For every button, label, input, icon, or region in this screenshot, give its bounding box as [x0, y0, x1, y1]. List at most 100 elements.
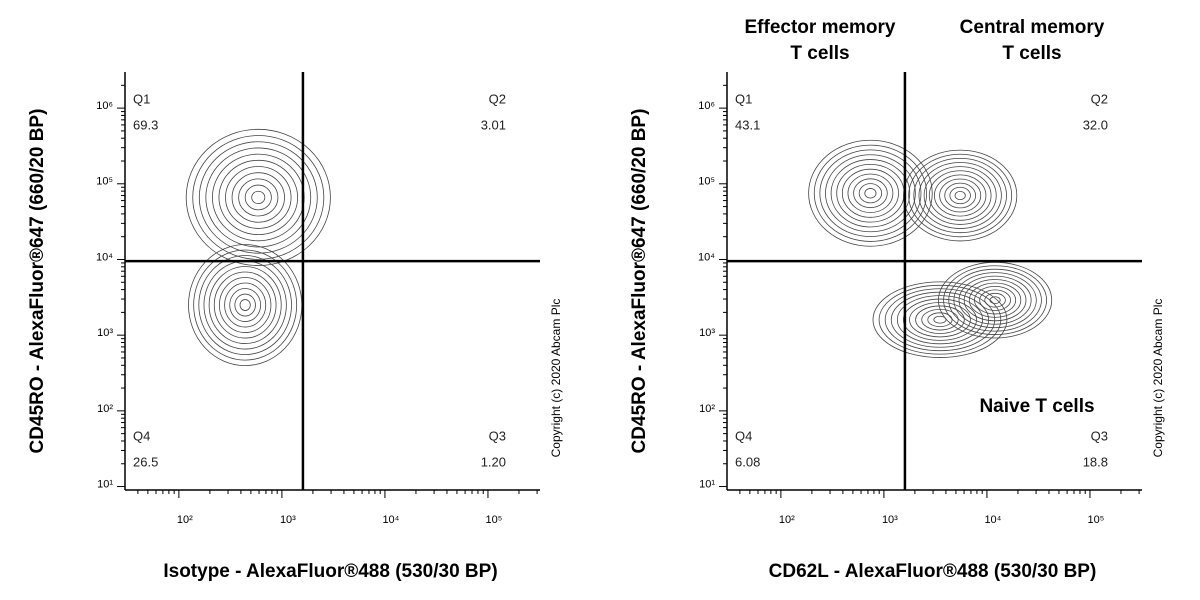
contour-line: [884, 288, 996, 352]
contour-line: [251, 190, 266, 205]
contour-line: [819, 149, 922, 237]
x-axis-label: Isotype - AlexaFluor®488 (530/30 BP): [163, 561, 497, 582]
contour-line: [944, 182, 977, 209]
y-axis-label: CD45RO - AlexaFluor®647 (660/20 BP): [27, 109, 48, 454]
quadrant-name: Q2: [489, 91, 506, 106]
quadrant-name: Q4: [735, 428, 752, 443]
contour-line: [234, 293, 256, 317]
contour-line: [933, 315, 947, 324]
contour-line: [830, 159, 911, 228]
contour-line: [958, 275, 1032, 325]
x-tick-label: 10⁴: [984, 514, 1001, 526]
x-axis-label: CD62L - AlexaFluor®488 (530/30 BP): [769, 561, 1097, 582]
x-tick-label: 10⁵: [1088, 514, 1105, 526]
contour-line: [229, 288, 262, 322]
y-tick-label: 10⁵: [96, 176, 113, 188]
x-tick-label: 10⁴: [382, 514, 399, 526]
contour-line: [872, 281, 1008, 358]
contour-line: [836, 163, 905, 223]
contour-line: [205, 147, 312, 248]
quadrant-name: Q1: [133, 91, 150, 106]
quadrant-value: 43.1: [735, 117, 760, 132]
y-tick-label: 10²: [97, 403, 113, 415]
quadrant-value: 3.01: [481, 117, 506, 132]
y-axis-label: CD45RO - AlexaFluor®647 (660/20 BP): [629, 109, 650, 454]
contour-line: [878, 284, 1002, 355]
contour-line: [984, 292, 1006, 308]
contour-line: [224, 282, 267, 328]
contour-line: [841, 168, 899, 218]
copyright: Copyright (c) 2020 Abcam Plc: [549, 299, 563, 458]
x-tick-label: 10³: [882, 514, 898, 526]
quadrant-value: 32.0: [1083, 117, 1108, 132]
annotation: T cells: [790, 43, 849, 64]
contour-line: [813, 144, 928, 242]
contour-line: [938, 261, 1053, 339]
contour-line: [239, 299, 251, 311]
y-tick-label: 10¹: [699, 478, 715, 490]
quadrant-value: 1.20: [481, 454, 506, 469]
contour-line: [909, 302, 971, 338]
contour-plot: 10² 10³ 10⁴ 10⁵ 10¹ 10² 10³ 10⁴ 10⁵ 10⁶ Q1 43.1 Q2 32…: [629, 17, 1165, 582]
contour-line: [939, 178, 982, 213]
contour-line: [192, 135, 325, 260]
quadrant-name: Q3: [489, 428, 506, 443]
contour-line: [949, 186, 971, 205]
contour-line: [244, 184, 272, 211]
y-tick-label: 10⁶: [96, 100, 113, 112]
contour-line: [908, 153, 1013, 238]
contour-line: [948, 268, 1042, 332]
y-tick-label: 10¹: [97, 478, 113, 490]
contour-line: [211, 153, 305, 242]
x-tick-label: 10²: [779, 514, 795, 526]
contour-line: [218, 159, 299, 236]
y-tick-label: 10³: [97, 327, 113, 339]
contour-line: [979, 289, 1011, 311]
contour-line: [890, 291, 990, 348]
annotation: T cells: [1002, 43, 1061, 64]
quadrant-name: Q3: [1091, 428, 1108, 443]
contour-line: [864, 188, 877, 199]
quadrant-value: 26.5: [133, 454, 158, 469]
annotation: Central memory: [960, 17, 1105, 38]
copyright: Copyright (c) 2020 Abcam Plc: [1151, 299, 1165, 458]
contour-line: [858, 183, 883, 204]
contour-plot: 10² 10³ 10⁴ 10⁵ 10¹ 10² 10³ 10⁴ 10⁵ 10⁶ Q1 69.3 Q2 3.…: [27, 72, 563, 582]
contour-line: [808, 139, 933, 247]
contour-line: [853, 178, 888, 209]
contour-line: [915, 305, 965, 334]
contour-line: [198, 141, 318, 254]
x-tick-label: 10³: [280, 514, 296, 526]
annotation: Naive T cells: [979, 396, 1094, 417]
y-tick-label: 10³: [699, 327, 715, 339]
contour-line: [225, 166, 292, 229]
contour-line: [896, 295, 983, 345]
contour-line: [974, 286, 1017, 315]
contour-line: [198, 255, 292, 355]
contour-line: [918, 162, 1002, 229]
y-tick-label: 10⁵: [698, 176, 715, 188]
y-tick-label: 10⁶: [698, 100, 715, 112]
contour-line: [238, 178, 279, 217]
contour-line: [903, 298, 977, 341]
quadrant-value: 69.3: [133, 117, 158, 132]
y-tick-label: 10²: [699, 403, 715, 415]
contour-line: [968, 282, 1022, 318]
contour-line: [203, 260, 287, 350]
contour-line: [185, 128, 331, 266]
x-tick-label: 10²: [177, 514, 193, 526]
contour-line: [923, 166, 997, 225]
quadrant-name: Q2: [1091, 91, 1108, 106]
contour-line: [954, 190, 966, 201]
quadrant-name: Q1: [735, 91, 752, 106]
y-tick-label: 10⁴: [698, 251, 715, 263]
contour-line: [903, 149, 1018, 242]
quadrant-value: 18.8: [1083, 454, 1108, 469]
contour-line: [928, 170, 992, 221]
contour-line: [219, 277, 272, 333]
contour-line: [825, 154, 916, 233]
contour-line: [847, 173, 894, 213]
contour-line: [193, 249, 298, 361]
annotation: Effector memory: [745, 17, 896, 38]
